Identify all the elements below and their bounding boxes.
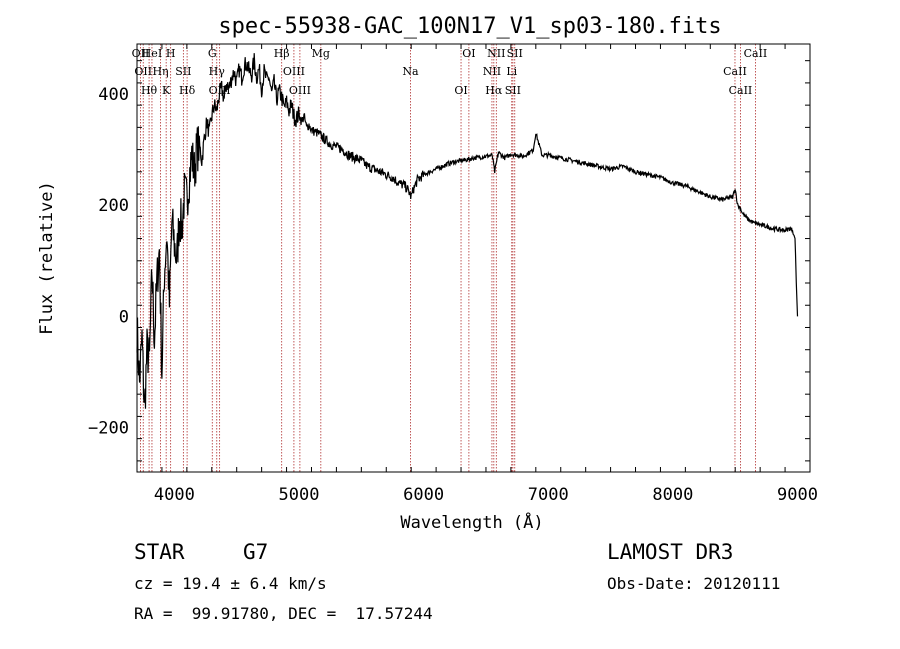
line-label: CaII (723, 65, 747, 78)
line-label: CaII (729, 84, 753, 97)
x-tick-label: 7000 (528, 485, 569, 505)
line-label: Hη (152, 65, 168, 78)
line-label: Hα (485, 84, 503, 97)
line-label: SII (507, 47, 523, 60)
y-tick-label: 200 (98, 196, 129, 216)
line-label: K (162, 84, 171, 97)
line-label: Hδ (179, 84, 196, 97)
y-axis: −200 0 200 400 (88, 60, 810, 462)
y-axis-label: Flux (relative) (37, 181, 57, 335)
x-tick-label: 9000 (777, 485, 818, 505)
line-label: OIII (289, 84, 311, 97)
line-label: OII (132, 47, 150, 60)
line-label: Hθ (141, 84, 158, 97)
redshift-cz: cz = 19.4 ± 6.4 km/s (134, 574, 327, 593)
line-labels: OIIOIIHθHeIHηKHSIIHδGHγOIIIHβOIIIOIIIMgN… (132, 47, 768, 97)
survey-name: LAMOST DR3 (607, 540, 734, 564)
line-label: SII (175, 65, 191, 78)
line-label: Hβ (274, 47, 290, 60)
line-label: Na (402, 65, 419, 78)
line-label: CaII (744, 47, 768, 60)
line-label: NII (483, 65, 501, 78)
x-axis-label: Wavelength (Å) (400, 511, 543, 533)
line-label: G (208, 47, 217, 60)
object-class: STAR (134, 540, 185, 564)
observation-date: Obs-Date: 20120111 (607, 574, 781, 593)
line-label: OIII (283, 65, 305, 78)
x-tick-label: 5000 (279, 485, 320, 505)
line-label: OII (134, 65, 152, 78)
y-tick-label: 400 (98, 85, 129, 105)
line-label: OI (462, 47, 475, 60)
line-label: NII (487, 47, 505, 60)
line-label: SII (505, 84, 521, 97)
line-label: Mg (312, 47, 330, 60)
x-tick-label: 4000 (154, 485, 195, 505)
chart-title: spec-55938-GAC_100N17_V1_sp03-180.fits (218, 14, 721, 39)
y-tick-label: 0 (119, 307, 129, 327)
object-subclass: G7 (243, 540, 269, 564)
line-label: Hγ (209, 65, 226, 78)
line-label: H (166, 47, 176, 60)
ra-dec: RA = 99.91780, DEC = 17.57244 (134, 604, 433, 623)
line-label: HeI (142, 47, 162, 60)
emission-lines (140, 44, 756, 472)
x-axis: 4000 5000 6000 7000 8000 9000 (136, 44, 818, 505)
line-label: OI (454, 84, 467, 97)
x-tick-label: 6000 (403, 485, 444, 505)
x-tick-label: 8000 (652, 485, 693, 505)
flux-series-line (136, 53, 799, 409)
y-tick-label: −200 (88, 419, 129, 439)
plot-frame (136, 43, 811, 473)
line-label: Li (506, 65, 517, 78)
